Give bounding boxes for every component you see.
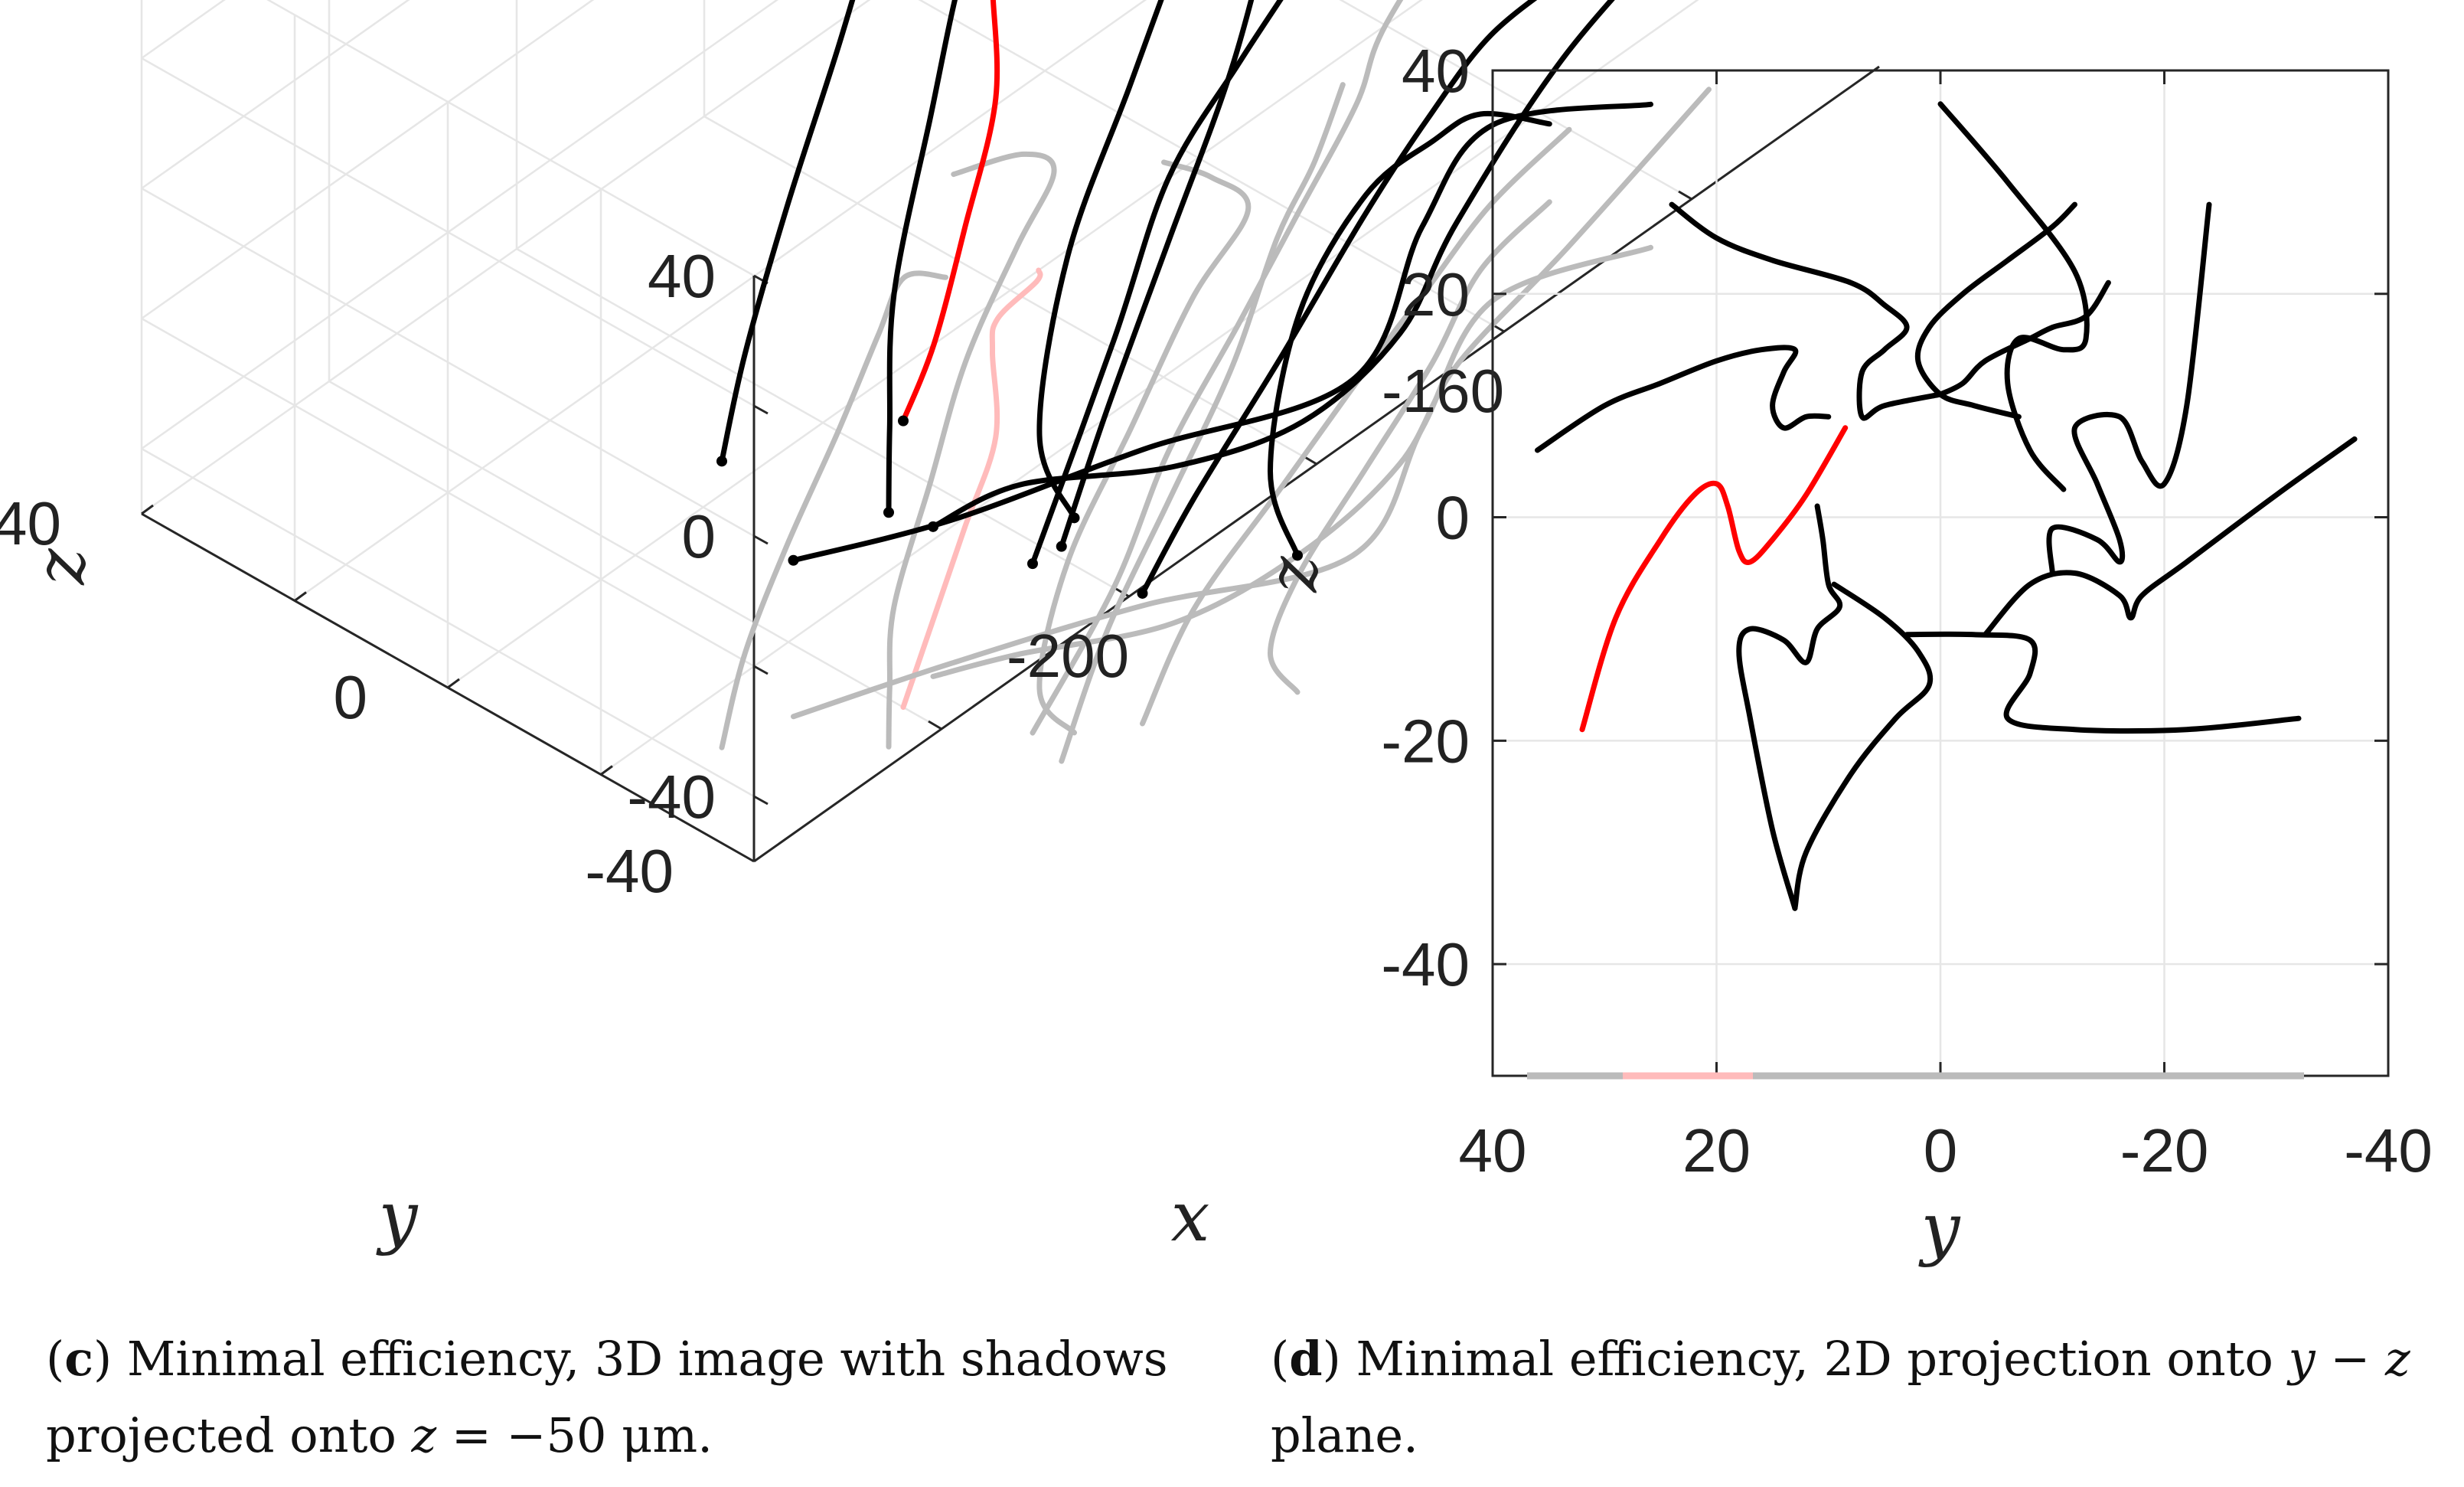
panel-c-shadow-curves: [719, 0, 1712, 764]
z-tick-label: 0: [682, 502, 716, 570]
z-tick-label: 40: [648, 242, 716, 310]
shadow-flagellum-1: [900, 267, 1043, 711]
curve-flagellum-6: [1030, 0, 1284, 567]
y-tick-label: 40: [0, 489, 61, 557]
grid-line: [141, 0, 779, 450]
grid-line: [141, 0, 410, 190]
panel-c-xlabel: x: [1171, 1177, 1210, 1257]
x-tick-label: -20: [2120, 1116, 2209, 1185]
grid-frame: [141, 0, 871, 515]
curve-flagellum-7: [1267, 110, 1552, 558]
curve-flagellum-1: [900, 0, 1000, 424]
curve-flagellum-7: [1937, 101, 2090, 492]
caption-c-tail: = −50 μm.: [436, 1407, 713, 1463]
panel-d-curves: [1535, 101, 2358, 911]
curve-flagellum-5: [1059, 0, 1255, 550]
base-point-flagellum-2: [716, 456, 727, 467]
base-point-flagellum-1: [898, 415, 909, 426]
caption-c-text: ) Minimal efficiency, 3D image with shad…: [46, 1331, 1168, 1463]
y-tick-label: 20: [1402, 260, 1470, 328]
y-tick-mark: [600, 765, 613, 776]
panel-d-2d-plot: 40 20 0 -20 -40 40 20 0 -20 -40 z y: [1253, 37, 2433, 1269]
shadow-flagellum-8: [930, 87, 1712, 679]
curve-flagellum-1: [1579, 425, 1849, 733]
curve-flagellum-9: [1937, 279, 2111, 397]
panel-c-zlabel: z: [21, 548, 101, 586]
shadow-flagellum-6: [1030, 0, 1404, 736]
x-tick-label: 40: [1459, 1116, 1527, 1185]
curve-flagellum-5: [1983, 436, 2358, 638]
caption-c-letter: c: [64, 1331, 93, 1387]
x-tick-label: 0: [1924, 1116, 1958, 1185]
x-tick-label: -160: [1382, 357, 1504, 425]
shadow-flagellum-5: [1059, 82, 1346, 764]
curve-flagellum-4: [1904, 631, 2302, 734]
curve-flagellum-4: [1036, 0, 1164, 521]
z-tick-label: -40: [627, 763, 716, 831]
caption-c-var: z: [411, 1407, 437, 1463]
z-tick-mark: [753, 404, 769, 415]
curve-flagellum-8: [1914, 201, 2077, 420]
base-point-flagellum-6: [1027, 558, 1038, 570]
z-tick-mark: [753, 534, 769, 545]
y-tick-mark: [294, 591, 307, 602]
caption-d-var: y − z: [2288, 1331, 2410, 1387]
base-point-flagellum-7: [1292, 550, 1303, 561]
panel-d-grid: [1491, 69, 2390, 1076]
panel-c-axes: [141, 65, 1880, 863]
grid-frame: [266, 0, 755, 277]
panel-c-ylabel: y: [376, 1177, 419, 1257]
x-tick-label: 20: [1682, 1116, 1751, 1185]
caption-d-text: ) Minimal efficiency, 2D projection onto: [1322, 1331, 2289, 1387]
y-tick-label: -40: [1381, 930, 1470, 998]
curve-flagellum-6: [2046, 201, 2212, 576]
curve-flagellum-2: [719, 0, 856, 464]
y-tick-mark: [141, 504, 154, 515]
base-point-flagellum-3: [883, 507, 894, 518]
panel-d-zlabel: z: [1253, 556, 1333, 593]
shadow-flagellum-3: [886, 151, 1057, 750]
curve-flagellum-11: [1535, 345, 1832, 453]
shadow-flagellum-7: [1267, 199, 1552, 695]
caption-c: (c) Minimal efficiency, 3D image with sh…: [46, 1331, 1168, 1463]
grid-line: [294, 0, 1147, 602]
panel-d-ylabel: y: [1918, 1188, 1961, 1269]
y-tick-label: 0: [1436, 484, 1470, 552]
curve-flagellum-10: [1669, 201, 1943, 421]
y-tick-label: 40: [1402, 37, 1470, 105]
z-tick-mark: [753, 665, 769, 675]
z-tick-mark: [753, 795, 769, 806]
y-tick-mark: [447, 678, 460, 689]
curve-flagellum-10: [1140, 0, 1538, 596]
curve-flagellum-3: [886, 0, 958, 515]
panel-d-tick-labels: 40 20 0 -20 -40 40 20 0 -20 -40: [1381, 37, 2432, 1185]
caption-d: (d) Minimal efficiency, 2D projection on…: [1271, 1331, 2410, 1463]
panel-c-curves: [716, 0, 1653, 599]
x-tick-mark: [1678, 190, 1692, 201]
caption-d-letter: d: [1289, 1331, 1323, 1387]
base-point-flagellum-5: [1056, 541, 1067, 552]
caption-d-tail: plane.: [1271, 1407, 1418, 1463]
grid-line: [141, 187, 755, 538]
shadow-flagellum-4: [1036, 159, 1252, 736]
x-tick-mark: [928, 720, 942, 730]
grid-line: [141, 0, 595, 320]
x-tick-label: -200: [1007, 622, 1129, 690]
y-tick-label: -20: [1381, 707, 1470, 775]
y-tick-label: -40: [585, 837, 674, 905]
y-tick-label: 0: [334, 663, 368, 731]
curve-flagellum-3: [1792, 581, 1934, 911]
x-tick-label: -40: [2344, 1116, 2433, 1185]
base-point-flagellum-9: [788, 554, 799, 566]
base-point-flagellum-10: [1137, 587, 1148, 599]
curve-flagellum-2: [1736, 503, 1843, 911]
grid-line: [600, 0, 1699, 776]
